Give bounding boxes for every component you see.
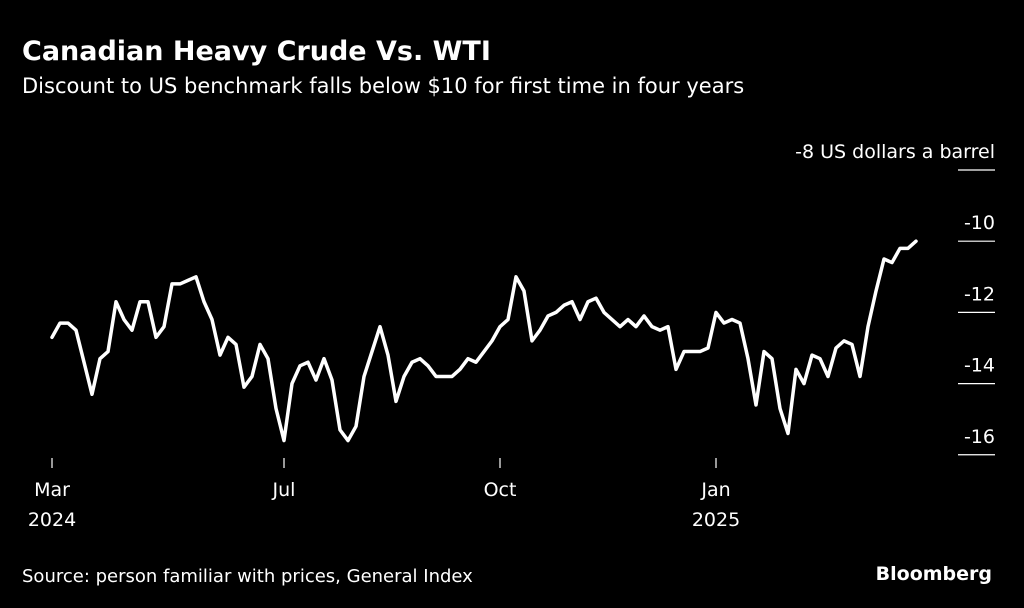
y-tick-label: -14 xyxy=(964,355,995,377)
x-tick-label: Oct xyxy=(484,479,517,501)
y-tick-label: -8 US dollars a barrel xyxy=(795,141,995,163)
y-tick-label: -10 xyxy=(964,212,995,234)
source-note: Source: person familiar with prices, Gen… xyxy=(22,566,473,587)
data-line xyxy=(50,239,918,443)
y-tick-label: -12 xyxy=(964,283,995,305)
chart-title: Canadian Heavy Crude Vs. WTI xyxy=(22,36,491,67)
x-tick-label: Jan 2025 xyxy=(692,479,740,531)
chart-subtitle: Discount to US benchmark falls below $10… xyxy=(22,74,744,98)
brand-logo: Bloomberg xyxy=(876,563,992,585)
y-tick-label: -16 xyxy=(964,426,995,448)
x-tick-label: Mar 2024 xyxy=(28,479,76,531)
x-tick-label: Jul xyxy=(272,479,296,501)
